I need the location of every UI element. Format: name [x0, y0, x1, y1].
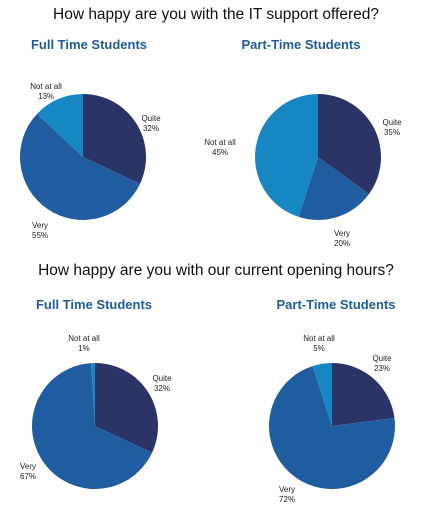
slice-label-name: Not at all	[303, 334, 335, 343]
slice-label-value: 67%	[19, 472, 37, 481]
pie-slice-very	[20, 113, 141, 220]
slice-label-name: Quite	[382, 118, 402, 127]
pie-slice-quite	[95, 363, 159, 453]
pie-slice-very	[32, 363, 153, 489]
pie-chart-0	[20, 94, 147, 220]
slice-label-name: Not at all	[30, 82, 62, 91]
slice-label: Very 67%	[20, 462, 36, 482]
pie-slice-not-at-all	[255, 94, 318, 217]
slice-label: Not at all 13%	[30, 82, 62, 102]
chart-subtitle-it-part-time: Part-Time Students	[241, 37, 361, 52]
opening-hours-question: How happy are you with our current openi…	[38, 262, 394, 279]
pie-slice-very	[298, 157, 369, 220]
pie-slice-not-at-all	[91, 363, 95, 426]
slice-label-name: Very	[278, 485, 296, 494]
slice-label-name: Very	[333, 229, 351, 238]
slice-label-value: 32%	[153, 384, 170, 393]
pie-slice-not-at-all	[37, 94, 83, 157]
slice-label: Not at all 5%	[303, 334, 335, 354]
slice-label: Quite 32%	[141, 114, 160, 134]
slice-label-name: Quite	[152, 374, 172, 383]
slice-label-value: 45%	[211, 148, 229, 157]
slice-label-name: Very	[19, 462, 37, 471]
slice-label-value: 35%	[383, 128, 400, 137]
slice-label-value: 32%	[142, 124, 159, 133]
slice-label-name: Not at all	[204, 138, 236, 147]
it-support-question: How happy are you with the IT support of…	[53, 6, 379, 23]
slice-label-name: Quite	[372, 354, 392, 363]
slice-label: Quite 23%	[372, 354, 391, 374]
chart-subtitle-hours-part-time: Part-Time Students	[276, 297, 396, 312]
slice-label-value: 72%	[278, 495, 296, 504]
pie-chart-2	[32, 363, 159, 489]
slice-label: Very 20%	[334, 229, 350, 249]
slice-label-value: 13%	[37, 92, 55, 101]
pie-slice-very	[269, 366, 395, 489]
slice-label-value: 5%	[313, 344, 325, 353]
slice-label-value: 1%	[78, 344, 90, 353]
slice-label: Very 55%	[32, 221, 48, 241]
slice-label: Quite 35%	[382, 118, 401, 138]
slice-label-name: Quite	[141, 114, 161, 123]
pie-chart-3	[269, 363, 395, 489]
pie-slice-quite	[332, 363, 395, 426]
slice-label-value: 20%	[333, 239, 351, 248]
slice-label: Not at all 45%	[204, 138, 236, 158]
slice-label-name: Not at all	[68, 334, 100, 343]
slice-label-value: 55%	[31, 231, 49, 240]
pie-slice-quite	[83, 94, 147, 184]
pie-slice-quite	[318, 94, 381, 195]
chart-subtitle-it-full-time: Full Time Students	[30, 37, 148, 52]
pie-chart-1	[255, 94, 381, 220]
slice-label-value: 23%	[373, 364, 390, 373]
pie-slice-not-at-all	[312, 363, 332, 426]
slice-label: Not at all 1%	[68, 334, 100, 354]
slice-label: Very 72%	[279, 485, 295, 505]
slice-label-name: Very	[31, 221, 49, 230]
slice-label: Quite 32%	[152, 374, 171, 394]
chart-subtitle-hours-full-time: Full Time Students	[35, 297, 153, 312]
